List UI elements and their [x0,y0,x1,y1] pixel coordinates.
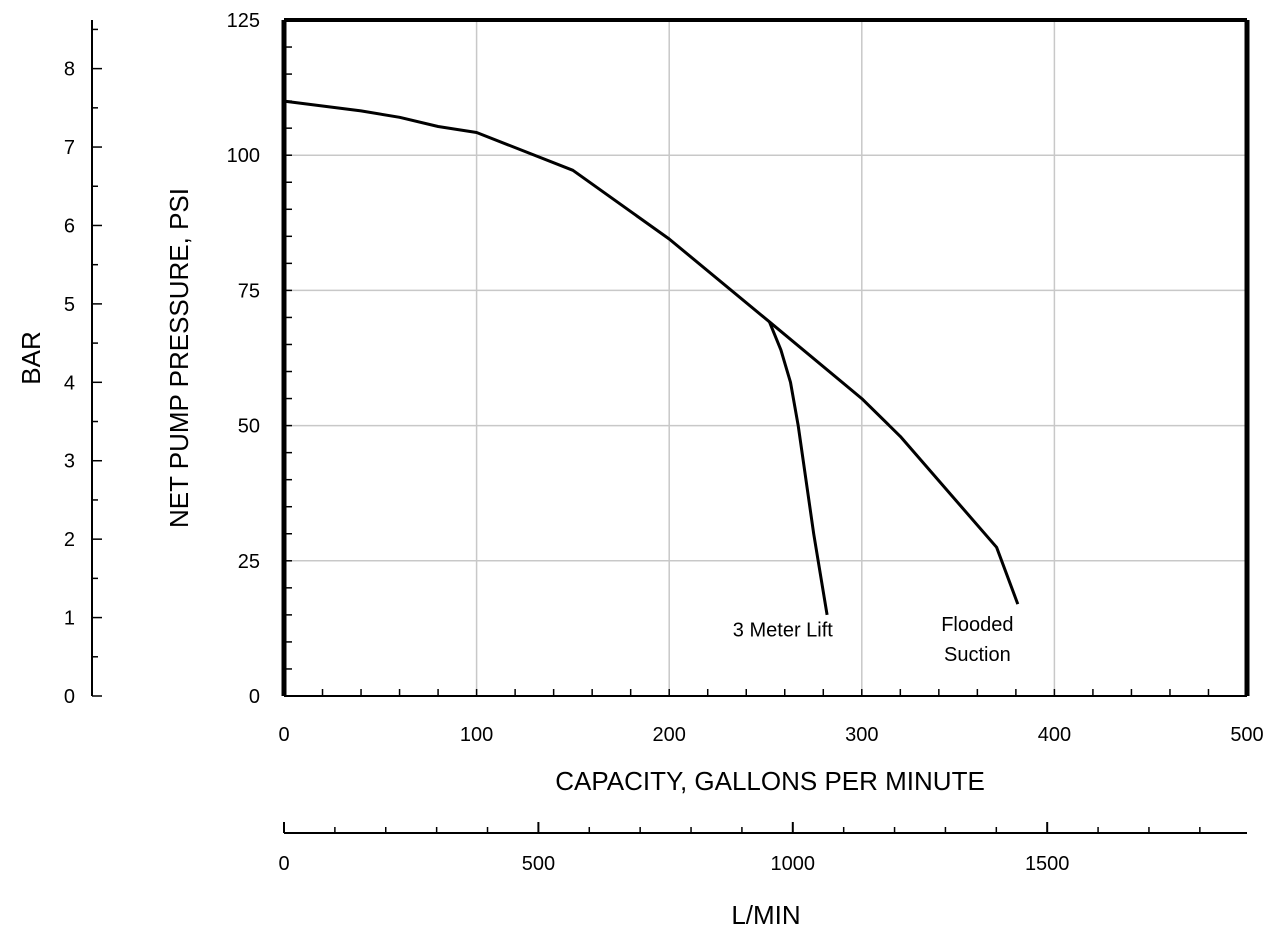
secondary-y-axis: 0 1 2 3 4 5 6 7 8 [64,20,102,708]
3-meter-lift-line [768,321,829,616]
x-tick-label: 0 [278,724,289,746]
bar-tick-label: 2 [64,529,75,551]
secondary-x-axis: 0 500 1000 1500 [278,822,1247,875]
x-tick-label: 400 [1038,724,1071,746]
y-tick-label: 0 [249,686,260,708]
lmin-tick-label: 1500 [1025,853,1070,875]
x-tick-label: 100 [460,724,493,746]
y-tick-label: 100 [227,145,260,167]
x-axis-title: CAPACITY, GALLONS PER MINUTE [555,766,985,796]
secondary-x-axis-title: L/MIN [731,900,800,930]
secondary-y-axis-title: BAR [16,331,46,384]
curve-annotation: 3 Meter Lift [733,620,833,642]
bar-tick-label: 8 [64,59,75,81]
y-tick-label: 125 [227,10,260,32]
bar-tick-label: 1 [64,608,75,630]
y-axis-title: NET PUMP PRESSURE, PSI [164,188,194,528]
x-tick-label: 200 [653,724,686,746]
lmin-tick-label: 0 [278,853,289,875]
bar-tick-label: 5 [64,294,75,316]
x-tick-label: 300 [845,724,878,746]
bar-tick-label: 4 [64,372,75,394]
y-tick-label: 75 [238,280,260,302]
primary-axes: 0 100 200 300 400 500 0 25 50 75 100 125 [227,10,1264,746]
y-tick-label: 25 [238,551,260,573]
flooded-suction-line [283,99,1020,605]
x-tick-label: 500 [1230,724,1263,746]
bar-tick-label: 0 [64,686,75,708]
lmin-tick-label: 1000 [771,853,816,875]
bar-tick-label: 6 [64,215,75,237]
curve-annotation: Suction [944,644,1011,666]
curve-annotation: Flooded [941,614,1013,636]
bar-tick-label: 3 [64,451,75,473]
bar-tick-label: 7 [64,137,75,159]
grid-lines [284,20,1247,696]
y-tick-label: 50 [238,416,260,438]
series-lines [283,99,1020,616]
lmin-tick-label: 500 [522,853,555,875]
curve-annotations: 3 Meter Lift Flooded Suction [733,614,1014,666]
